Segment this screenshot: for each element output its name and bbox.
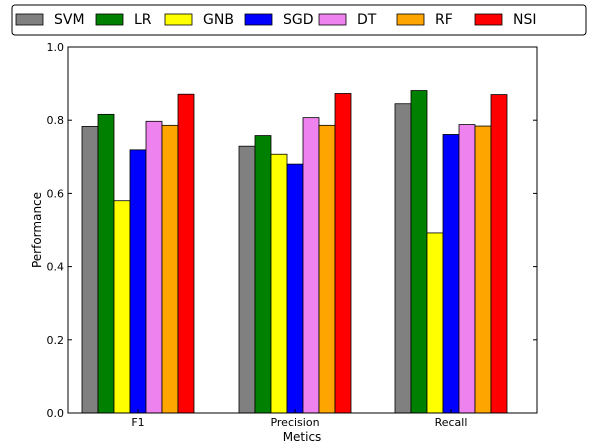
legend-label-sgd: SGD xyxy=(283,12,314,28)
bar-gnb-f1 xyxy=(113,200,131,414)
y-tick-label: 0.4 xyxy=(47,261,65,274)
legend-swatch-sgd xyxy=(244,13,273,26)
bar-lr-recall xyxy=(410,90,428,414)
legend-swatch-dt xyxy=(318,13,347,26)
bar-nsi-precision xyxy=(334,93,352,414)
bar-sgd-f1 xyxy=(129,149,147,414)
legend-label-lr: LR xyxy=(134,12,152,28)
legend-swatch-lr xyxy=(95,13,124,26)
y-tick-label: 0.6 xyxy=(47,187,65,200)
legend-label-nsi: NSI xyxy=(513,12,537,28)
bar-gnb-recall xyxy=(426,232,444,414)
y-tick-label: 1.0 xyxy=(47,41,65,54)
legend-label-svm: SVM xyxy=(54,12,85,28)
bar-lr-precision xyxy=(254,135,272,414)
axes: F1 Precision Recall 0.0 0.2 0.4 0.6 0.8 1.0 xyxy=(47,41,538,429)
legend-label-gnb: GNB xyxy=(203,12,234,28)
y-axis-label: Performance xyxy=(30,192,44,268)
bar-dt-precision xyxy=(302,117,320,414)
bar-svm-precision xyxy=(238,145,256,414)
bar-rf-precision xyxy=(318,124,336,414)
y-tick-label: 0.2 xyxy=(47,334,65,347)
bar-svm-f1 xyxy=(81,126,99,414)
bar-rf-recall xyxy=(474,125,492,414)
x-axis-label: Metics xyxy=(283,430,322,444)
x-tick-label-recall: Recall xyxy=(435,416,468,429)
bar-rf-f1 xyxy=(161,124,179,414)
plot-frame xyxy=(67,46,538,414)
bar-nsi-f1 xyxy=(177,93,195,414)
legend-label-dt: DT xyxy=(357,12,377,28)
bar-sgd-precision xyxy=(286,163,304,414)
legend-swatch-nsi xyxy=(474,13,503,26)
legend-label-rf: RF xyxy=(435,12,453,28)
legend-box xyxy=(11,4,587,36)
bars-group xyxy=(81,90,508,414)
x-tick-label-f1: F1 xyxy=(131,416,144,429)
legend: SVM LR GNB SGD DT RF NSI xyxy=(11,4,587,36)
bar-sgd-recall xyxy=(442,134,460,414)
y-tick-label: 0.8 xyxy=(47,114,65,127)
bar-dt-recall xyxy=(458,124,476,414)
bar-dt-f1 xyxy=(145,120,163,414)
legend-swatch-rf xyxy=(396,13,425,26)
bar-svm-recall xyxy=(394,103,412,414)
bar-lr-f1 xyxy=(97,113,115,414)
legend-swatch-gnb xyxy=(164,13,193,26)
x-tick-label-precision: Precision xyxy=(270,416,319,429)
legend-swatch-svm xyxy=(15,13,44,26)
bar-gnb-precision xyxy=(270,153,288,414)
bar-nsi-recall xyxy=(490,94,508,414)
y-tick-label: 0.0 xyxy=(47,407,65,420)
